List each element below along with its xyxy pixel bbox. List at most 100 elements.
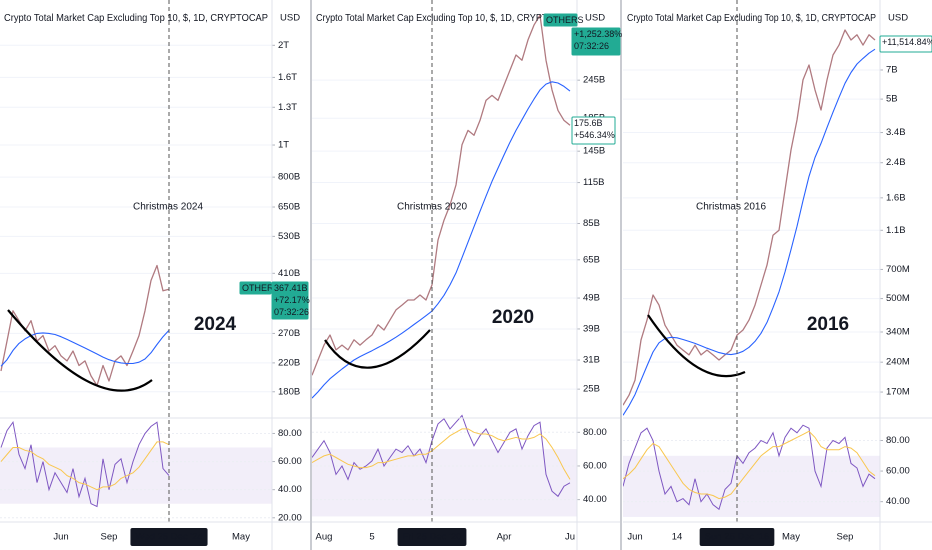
moving-average [312, 81, 571, 399]
year-label: 2024 [194, 314, 237, 335]
currency-label: USD [888, 13, 908, 24]
badge-text: +546.34% [574, 130, 615, 140]
badge-text: 07:32:26 [574, 41, 609, 51]
annotation: Christmas 2016 [696, 202, 766, 213]
rsi-tick-label: 60.00 [886, 466, 910, 477]
rsi-tick-label: 60.00 [583, 460, 607, 471]
y-tick-label: 145B [583, 146, 605, 157]
annotation: Christmas 2024 [133, 202, 203, 213]
x-tick-label: Ju [565, 532, 575, 543]
x-tick-label: Sep [837, 532, 854, 543]
x-tick-label: 5 [369, 532, 374, 543]
price-line [0, 264, 170, 387]
price-badge [239, 281, 272, 295]
rsi-line [623, 424, 876, 511]
pane [312, 0, 577, 522]
rsi-tick-label: 40.00 [583, 494, 607, 505]
y-tick-label: 170M [886, 387, 910, 398]
rsi-tick-label: 40.00 [886, 496, 910, 507]
rsi-tick-label: 60.00 [278, 456, 302, 467]
y-tick-label: 1.6B [886, 192, 906, 203]
y-tick-label: 49B [583, 293, 600, 304]
y-tick-label: 1.6T [278, 72, 297, 83]
x-tick-label: May [782, 532, 800, 543]
y-tick-label: 270B [278, 328, 300, 339]
pane [0, 0, 272, 522]
x-tick-label: Aug [316, 532, 333, 543]
chart-title: Crypto Total Market Cap Excluding Top 10… [4, 12, 268, 24]
y-tick-label: 650B [278, 202, 300, 213]
badge-text: OTHERS [242, 283, 280, 293]
y-tick-label: 39B [583, 323, 600, 334]
chart-title: Crypto Total Market Cap Excluding Top 10… [316, 12, 573, 24]
currency-label: USD [280, 13, 300, 24]
y-tick-label: 2.4B [886, 157, 906, 168]
y-tick-label: 220B [278, 357, 300, 368]
y-tick-label: 31B [583, 355, 600, 366]
moving-average [0, 329, 170, 367]
pane [623, 0, 880, 522]
y-tick-label: 410B [278, 268, 300, 279]
x-tick-label: May [232, 532, 250, 543]
y-tick-label: 25B [583, 384, 600, 395]
rsi-line [312, 414, 571, 498]
badge-text: 175.6B [574, 118, 603, 128]
y-tick-label: 1.1B [886, 225, 906, 236]
x-tick-label-highlight: Sun 25 Dec '16 [705, 532, 770, 543]
y-tick-label: 115B [583, 177, 604, 188]
y-tick-label: 800B [278, 172, 300, 183]
y-tick-label: 340M [886, 327, 910, 338]
price-badge [879, 35, 932, 53]
year-label: 2016 [807, 314, 849, 335]
badge-text: +72.17% [274, 295, 310, 305]
drawn-curve [647, 314, 746, 378]
rsi-tick-label: 20.00 [278, 512, 302, 523]
rsi-tick-label: 40.00 [278, 484, 302, 495]
price-line [312, 14, 571, 376]
rsi-ma-line [0, 441, 170, 491]
y-tick-label: 1T [278, 140, 289, 151]
rsi-tick-label: 80.00 [886, 435, 910, 446]
rsi-band [0, 447, 272, 504]
price-badge [571, 116, 616, 145]
price-badge [571, 27, 621, 56]
rsi-band [312, 449, 577, 517]
y-tick-label: 3.4B [886, 127, 906, 138]
badge-text: 07:32:26 [274, 307, 309, 317]
y-tick-label: 65B [583, 254, 600, 265]
x-tick-label: 14 [672, 532, 683, 543]
highlight-box [699, 528, 775, 546]
price-line [623, 29, 876, 406]
x-tick-label: Jun [627, 532, 642, 543]
highlight-box [397, 528, 467, 546]
y-tick-label: 1.3T [278, 102, 297, 113]
price-badge [543, 13, 578, 27]
x-tick-label: Apr [497, 532, 512, 543]
x-tick-label-highlight: Wed 25 Dec '24 [135, 532, 202, 543]
y-tick-label: 2T [278, 40, 289, 51]
badge-text: +1,252.38% [574, 29, 622, 39]
y-tick-label: 245B [583, 75, 605, 86]
y-tick-label: 240M [886, 357, 910, 368]
y-tick-label: 530B [278, 231, 300, 242]
highlight-box [130, 528, 208, 546]
drawn-curve [324, 329, 431, 369]
chart-title: Crypto Total Market Cap Excluding Top 10… [627, 12, 876, 24]
y-tick-label: 85B [583, 218, 600, 229]
annotation: Christmas 2020 [397, 202, 467, 213]
badge-text: +11,514.84% [882, 37, 932, 47]
currency-label: USD [585, 13, 605, 24]
x-tick-label: Sep [101, 532, 118, 543]
badge-text: OTHERS [546, 15, 584, 25]
x-tick-label: Jun [53, 532, 68, 543]
y-tick-label: 700M [886, 264, 910, 275]
y-tick-label: 180B [278, 386, 300, 397]
rsi-band [623, 455, 880, 517]
rsi-tick-label: 80.00 [583, 427, 607, 438]
price-badge [271, 281, 309, 320]
rsi-tick-label: 80.00 [278, 428, 302, 439]
rsi-ma-line [623, 430, 876, 500]
